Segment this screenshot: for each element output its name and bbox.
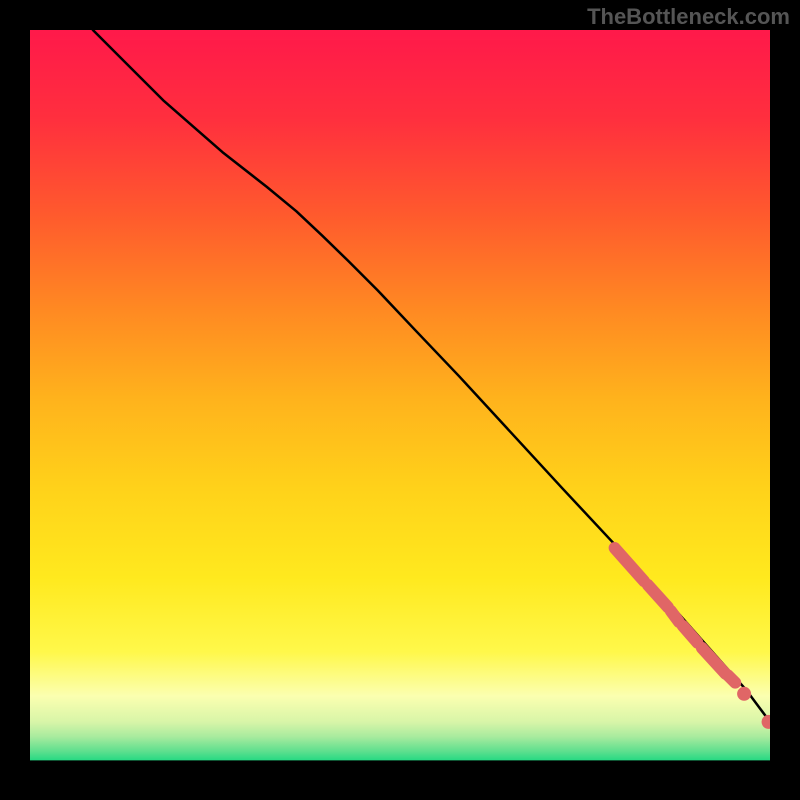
end-point	[737, 687, 751, 701]
gradient-fill	[30, 30, 770, 770]
chart-stage: TheBottleneck.com	[0, 0, 800, 800]
watermark-label: TheBottleneck.com	[587, 4, 790, 30]
highlight-dash	[671, 611, 679, 622]
bottom-black-band	[30, 760, 770, 770]
plot-area	[30, 30, 776, 770]
chart-svg	[0, 0, 800, 800]
highlight-dash	[728, 675, 735, 682]
